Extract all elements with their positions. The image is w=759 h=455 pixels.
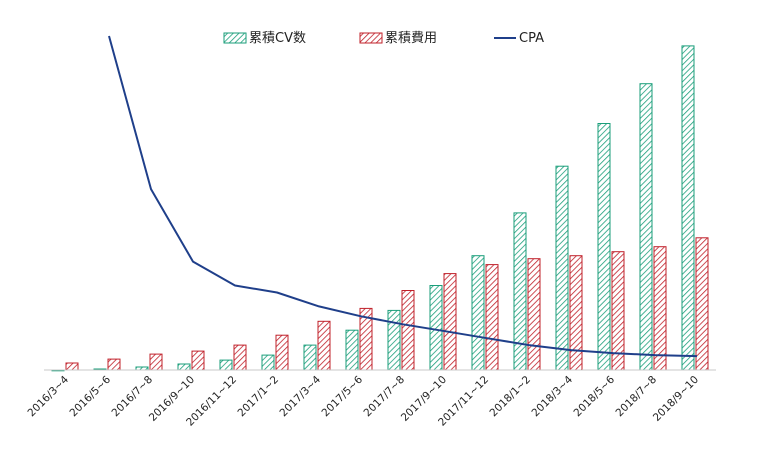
x-tick-label-11: 2018/1~2: [488, 374, 534, 420]
bar-cv-14: [639, 83, 653, 371]
x-tick-label-2: 2016/7~8: [110, 374, 156, 420]
bar-cost-11: [527, 258, 541, 371]
x-tick-label-8: 2017/7~8: [362, 374, 408, 420]
x-ticks: 2016/3~42016/5~62016/7~82016/9~102016/11…: [26, 373, 702, 428]
x-tick-label-1: 2016/5~6: [68, 373, 114, 419]
bar-cv-8: [387, 309, 401, 371]
legend-item-cpa: CPA: [494, 31, 544, 46]
bar-cv-9: [429, 285, 443, 371]
bar-cost-9: [443, 273, 457, 371]
bar-cv-15: [681, 45, 695, 371]
bar-cv-12: [555, 165, 569, 371]
bar-cv-3: [177, 363, 191, 371]
legend-item-cost: 累積費用: [359, 31, 437, 46]
legend-label-cost: 累積費用: [385, 31, 437, 46]
x-tick-label-14: 2018/7~8: [614, 374, 660, 420]
bar-cost-5: [275, 334, 289, 371]
bar-cost-15: [695, 237, 709, 371]
bar-cost-4: [233, 344, 247, 371]
bar-cv-7: [345, 329, 359, 371]
bar-cost-8: [401, 290, 415, 371]
legend-label-cv: 累積CV数: [249, 31, 306, 46]
bar-cost-1: [107, 358, 121, 371]
legend-item-cv: 累積CV数: [223, 31, 306, 46]
bar-cost-6: [317, 320, 331, 371]
legend-label-cpa: CPA: [519, 31, 544, 46]
bar-cost-10: [485, 264, 499, 371]
x-tick-label-6: 2017/3~4: [278, 373, 324, 419]
bar-cost-0: [65, 362, 79, 371]
bar-cv-4: [219, 359, 233, 371]
bar-cost-14: [653, 246, 667, 371]
x-tick-label-0: 2016/3~4: [26, 373, 72, 419]
bar-cost-2: [149, 353, 163, 371]
x-tick-label-13: 2018/5~6: [572, 373, 618, 419]
bar-cost-3: [191, 350, 205, 371]
legend-swatch-cost: [359, 32, 383, 44]
bar-cv-5: [261, 354, 275, 371]
bar-cv-10: [471, 255, 485, 371]
bar-cv-13: [597, 123, 611, 371]
cpa-line: [108, 35, 698, 358]
legend: 累積CV数 累積費用 CPA: [223, 31, 544, 46]
legend-swatch-cv: [223, 32, 247, 44]
bar-cost-12: [569, 255, 583, 371]
x-tick-label-15: 2018/9~10: [651, 374, 701, 424]
x-tick-label-7: 2017/5~6: [320, 373, 366, 419]
bar-cv-6: [303, 344, 317, 371]
cpa-line-layer: [108, 35, 698, 358]
bars: [51, 45, 709, 372]
x-tick-label-12: 2018/3~4: [530, 373, 576, 419]
bar-cv-11: [513, 212, 527, 371]
x-tick-label-5: 2017/1~2: [236, 374, 282, 420]
